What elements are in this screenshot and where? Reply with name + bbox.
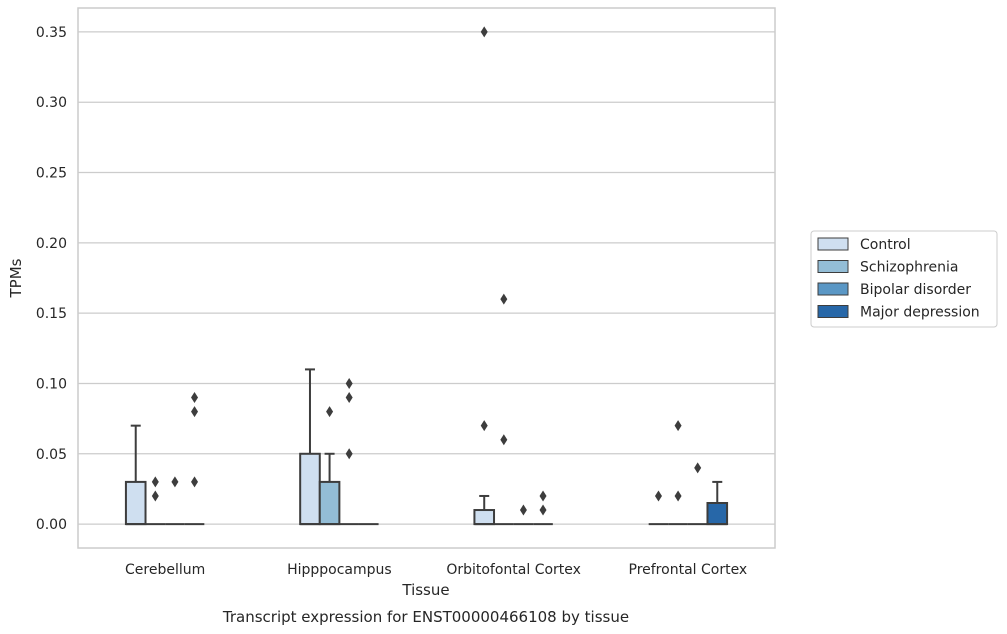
outlier-point (694, 462, 702, 474)
box-control (299, 368, 321, 526)
x-axis-ticks: Cerebellum Hipppocampus Orbitofontal Corte… (125, 562, 747, 578)
outlier-point (539, 490, 547, 502)
outlier-point (345, 392, 353, 404)
box-control (473, 494, 496, 526)
y-tick-label: 0.25 (36, 166, 67, 182)
y-tick-label: 0.30 (36, 95, 67, 111)
y-tick-label: 0.00 (36, 517, 67, 533)
box-control (124, 424, 147, 526)
outlier-points (151, 26, 702, 516)
x-tick-label: Cerebellum (125, 562, 205, 578)
outlier-point (326, 406, 334, 418)
outlier-point (500, 434, 508, 446)
box-major-depression (706, 480, 729, 526)
box-series (124, 368, 729, 526)
y-tick-label: 0.10 (36, 376, 67, 392)
legend-swatch (817, 260, 849, 273)
box-schizophrenia (318, 452, 341, 526)
legend-label: Control (860, 237, 911, 253)
chart-caption: Transcript expression for ENST0000046610… (222, 608, 629, 626)
outlier-point (151, 490, 159, 502)
outlier-point (674, 420, 682, 432)
box-body (299, 452, 321, 526)
grid-lines (78, 31, 775, 525)
outlier-point (539, 504, 547, 516)
box-body (706, 502, 729, 526)
outlier-point (654, 490, 662, 502)
outlier-point (519, 504, 527, 516)
outlier-point (480, 26, 488, 38)
legend-label: Schizophrenia (860, 260, 958, 276)
outlier-point (151, 476, 159, 488)
legend-items: Control Schizophrenia Bipolar disorder Majo… (817, 237, 980, 321)
x-tick-label: Prefrontal Cortex (629, 562, 748, 578)
box-body (473, 509, 496, 526)
plot-area-frame (77, 7, 776, 549)
y-tick-label: 0.15 (36, 306, 67, 322)
outlier-point (191, 406, 199, 418)
legend-label: Bipolar disorder (860, 282, 971, 298)
y-tick-label: 0.05 (36, 447, 67, 463)
y-axis-label: TPMs (7, 258, 25, 298)
y-axis-ticks: 0.00 0.05 0.10 0.15 0.20 0.25 0.30 0.35 (36, 25, 67, 533)
outlier-point (171, 476, 179, 488)
x-axis-label: Tissue (401, 581, 449, 599)
legend-swatch (817, 237, 849, 251)
outlier-point (480, 420, 488, 432)
outlier-point (345, 377, 353, 389)
x-tick-label: Hipppocampus (287, 562, 392, 578)
box-body (124, 480, 147, 526)
x-tick-label: Orbitofontal Cortex (446, 562, 581, 578)
box-body (318, 480, 341, 526)
legend-swatch (817, 305, 849, 318)
outlier-point (345, 448, 353, 460)
legend-label: Major depression (860, 305, 980, 321)
outlier-point (674, 490, 682, 502)
y-tick-label: 0.20 (36, 236, 67, 252)
legend-frame (810, 230, 998, 328)
outlier-point (191, 392, 199, 404)
y-tick-label: 0.35 (36, 25, 67, 41)
outlier-point (500, 293, 508, 305)
legend-swatch (817, 282, 849, 296)
outlier-point (191, 476, 199, 488)
legend: Control Schizophrenia Bipolar disorder Majo… (810, 230, 998, 328)
